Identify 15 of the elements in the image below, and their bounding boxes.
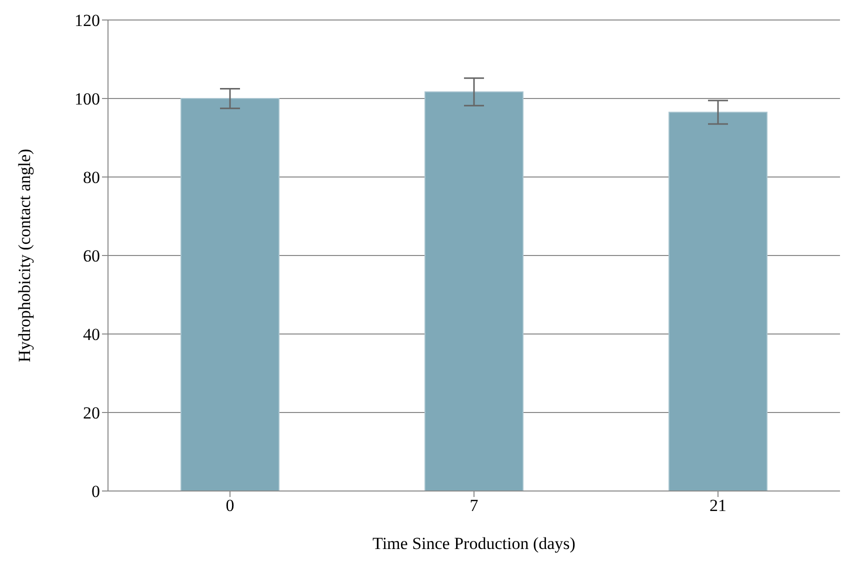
- bar: [668, 112, 768, 491]
- x-tick-label: 21: [710, 496, 726, 516]
- bar: [424, 91, 524, 491]
- y-tick-label: 40: [83, 325, 100, 344]
- y-tick-label: 20: [83, 404, 100, 423]
- x-axis-title: Time Since Production (days): [372, 534, 576, 553]
- y-tick-label: 80: [83, 168, 100, 188]
- x-tick-label: 0: [226, 496, 234, 516]
- x-tick-label: 7: [470, 496, 479, 516]
- y-tick-label: 0: [92, 482, 100, 502]
- y-tick-label: 60: [83, 246, 100, 266]
- y-tick-label: 120: [74, 11, 100, 30]
- bar: [180, 98, 280, 491]
- y-axis-title: Hydrophobicity (contact angle): [15, 148, 34, 362]
- y-tick-label: 100: [74, 90, 100, 109]
